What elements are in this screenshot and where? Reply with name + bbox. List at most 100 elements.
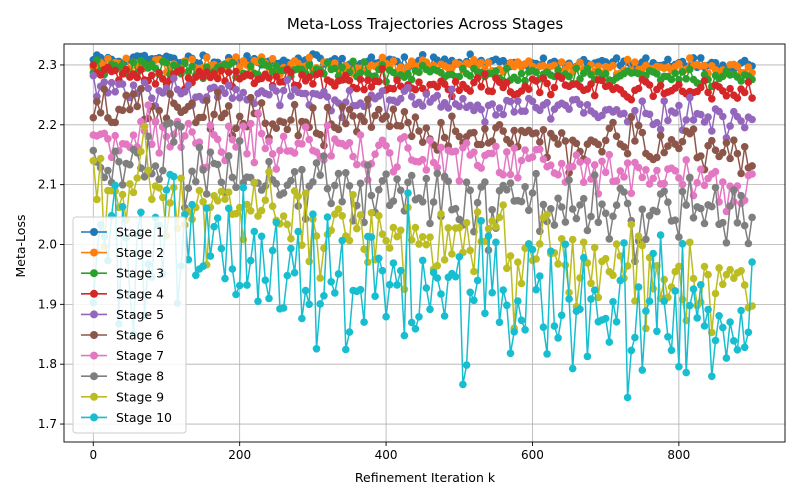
series-point <box>367 191 376 200</box>
series-point <box>393 175 401 183</box>
series-point <box>309 104 317 112</box>
series-point <box>378 136 387 145</box>
series-point <box>671 216 679 224</box>
series-point <box>89 71 98 80</box>
series-point <box>254 297 262 306</box>
series-point <box>133 174 141 182</box>
series-point <box>612 132 621 140</box>
series-point <box>653 153 661 162</box>
series-point <box>418 198 427 206</box>
series-point <box>514 76 522 84</box>
series-point <box>634 163 643 172</box>
series-point <box>645 81 654 89</box>
series-point <box>722 239 731 247</box>
series-point <box>407 92 416 101</box>
series-point <box>290 168 299 176</box>
series-point <box>484 59 493 67</box>
series-point <box>554 334 562 342</box>
series-point <box>342 345 350 354</box>
series-point <box>557 74 566 82</box>
series-point <box>682 368 690 377</box>
series-point <box>686 238 694 247</box>
legend-label: Stage 2 <box>116 245 164 260</box>
series-point <box>748 94 756 102</box>
series-point <box>605 235 614 243</box>
series-point <box>638 97 647 105</box>
series-point <box>737 117 745 125</box>
series-point <box>422 90 431 98</box>
series-point <box>506 170 515 179</box>
series-point <box>213 160 222 169</box>
series-point <box>389 259 398 267</box>
series-point <box>404 189 412 197</box>
series-point <box>477 217 486 225</box>
series-point <box>440 133 449 142</box>
series-point <box>283 220 292 229</box>
series-point <box>437 290 445 298</box>
series-point <box>719 178 727 186</box>
series-point <box>371 111 379 120</box>
series-point <box>305 300 314 309</box>
series-point <box>594 140 603 149</box>
series-point <box>576 100 584 108</box>
series-point <box>711 289 720 298</box>
legend-box <box>72 216 187 434</box>
series-point <box>418 102 427 110</box>
series-point <box>426 233 434 241</box>
series-point <box>155 175 163 184</box>
series-point <box>708 95 716 103</box>
series-point <box>228 58 237 67</box>
legend-item: Stage 1 <box>81 225 164 240</box>
series-point <box>623 159 632 167</box>
series-point <box>678 137 687 146</box>
series-point <box>733 346 742 354</box>
series-point <box>389 85 398 93</box>
series-point <box>682 156 690 164</box>
series-point <box>623 55 632 64</box>
series-point <box>195 186 204 195</box>
series-point <box>111 118 119 127</box>
series-point <box>415 127 423 135</box>
series-point <box>148 71 156 80</box>
series-point <box>532 68 540 76</box>
series-point <box>594 218 603 227</box>
series-point <box>579 178 588 187</box>
series-point <box>740 88 749 97</box>
series-point <box>188 55 196 64</box>
series-point <box>396 122 405 130</box>
series-point <box>192 73 200 81</box>
series-point <box>334 270 343 278</box>
series-point <box>404 178 412 187</box>
series-point <box>492 67 500 75</box>
series-point <box>144 132 152 141</box>
series-point <box>375 105 383 114</box>
series-point <box>517 69 526 78</box>
series-point <box>418 138 427 146</box>
series-point <box>356 179 365 188</box>
series-point <box>239 88 248 97</box>
series-point <box>645 180 654 188</box>
series-point <box>356 69 365 77</box>
series-point <box>224 102 233 110</box>
series-point <box>323 58 332 67</box>
series-point <box>561 240 570 249</box>
series-point <box>448 250 456 258</box>
series-point <box>287 68 295 77</box>
series-point <box>686 65 694 74</box>
series-point <box>265 74 273 82</box>
series-point <box>660 297 668 306</box>
series-point <box>726 318 734 326</box>
series-point <box>327 226 336 235</box>
series-point <box>400 133 409 141</box>
series-point <box>151 80 160 88</box>
series-point <box>704 305 712 314</box>
series-point <box>686 301 694 310</box>
series-point <box>506 349 515 358</box>
series-point <box>499 201 508 209</box>
series-point <box>371 292 379 301</box>
series-4 <box>89 61 756 104</box>
series-point <box>235 112 244 121</box>
legend-marker <box>90 351 98 360</box>
series-point <box>495 213 504 222</box>
plot-area <box>89 50 756 402</box>
